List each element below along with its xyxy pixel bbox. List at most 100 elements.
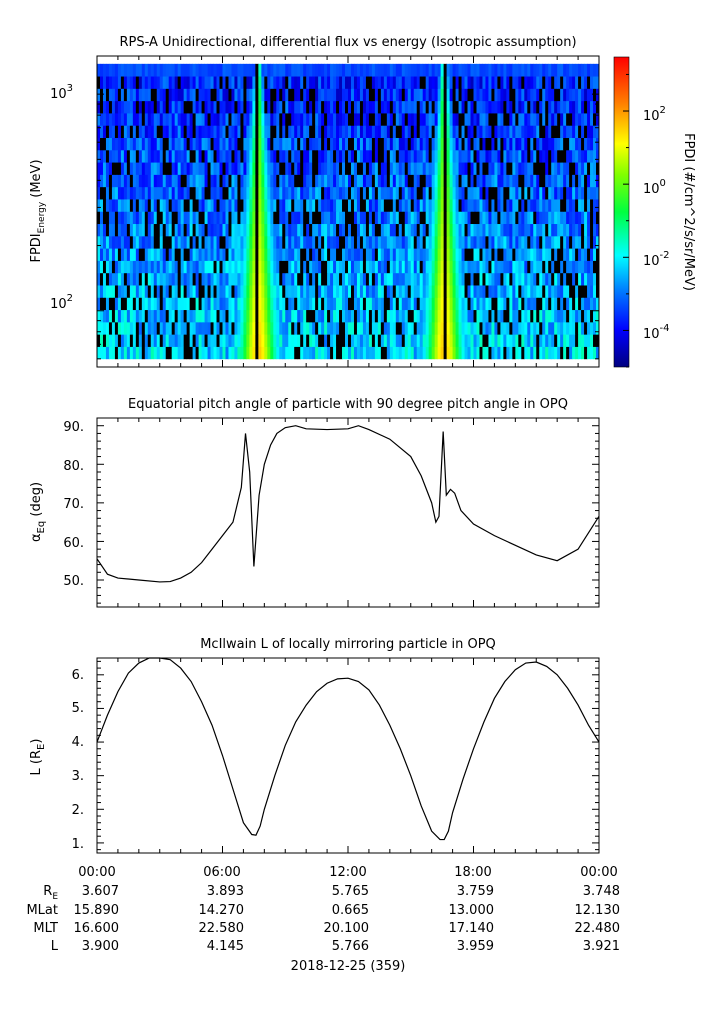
heatmap-cell [279, 186, 283, 200]
heatmap-cell [470, 309, 474, 323]
heatmap-cell [159, 334, 164, 347]
heatmap-cell [165, 137, 170, 151]
heatmap-cell [102, 88, 107, 102]
heatmap-cell [572, 113, 576, 126]
heatmap-cell [219, 223, 223, 237]
heatmap-cell [596, 211, 600, 225]
heatmap-cell [267, 223, 271, 237]
heatmap-cell [180, 149, 185, 163]
heatmap-cell [449, 309, 453, 323]
heatmap-cell [485, 223, 489, 237]
heatmap-cell [359, 346, 364, 360]
heatmap-cell [312, 346, 316, 360]
heatmap-cell [353, 248, 358, 261]
heatmap-cell [395, 260, 400, 274]
heatmap-cell [545, 309, 549, 323]
heatmap-cell [407, 309, 412, 323]
heatmap-cell [356, 174, 361, 188]
heatmap-cell [410, 149, 415, 163]
heatmap-cell [183, 346, 188, 360]
heatmap-cell [395, 211, 400, 225]
heatmap-cell [198, 211, 202, 225]
heatmap-cell [455, 76, 459, 89]
heatmap-cell [401, 149, 406, 163]
ephem-re-1: 3.893 [207, 884, 244, 899]
heatmap-cell [476, 334, 480, 347]
heatmap-cell [123, 149, 128, 163]
heatmap-cell [578, 149, 582, 163]
heatmap-cell [539, 162, 543, 175]
heatmap-cell [425, 334, 430, 347]
heatmap-cell [162, 88, 167, 102]
heatmap-cell [392, 309, 397, 323]
heatmap-cell [186, 174, 191, 188]
heatmap-cell [374, 272, 379, 286]
heatmap-cell [431, 186, 436, 200]
heatmap-cell [368, 346, 373, 360]
heatmap-cell [342, 285, 346, 298]
heatmap-cell [398, 100, 403, 114]
heatmap-cell [353, 211, 358, 225]
heatmap-cell [416, 88, 421, 102]
heatmap-cell [470, 113, 474, 126]
heatmap-cell [530, 334, 534, 347]
heatmap-cell [386, 297, 391, 311]
heatmap-cell [342, 100, 346, 114]
heatmap-cell [234, 334, 238, 347]
heatmap-cell [159, 211, 164, 225]
heatmap-cell [156, 162, 161, 175]
heatmap-cell [309, 272, 313, 286]
heatmap-cell [488, 199, 492, 212]
heatmap-cell [132, 199, 137, 212]
heatmap-cell [267, 334, 271, 347]
heatmap-cell [392, 186, 397, 200]
heatmap-cell [303, 346, 307, 360]
heatmap-cell [216, 260, 220, 274]
heatmap-cell [476, 125, 480, 138]
heatmap-cell [581, 260, 585, 274]
heatmap-cell [183, 235, 188, 249]
heatmap-cell [237, 309, 241, 323]
heatmap-cell [506, 149, 510, 163]
panel2-ytick-70: 70. [63, 497, 84, 512]
heatmap-cell [231, 346, 235, 360]
heatmap-cell [246, 297, 250, 311]
heatmap-cell [461, 297, 465, 311]
heatmap-cell [506, 113, 510, 126]
heatmap-cell [509, 162, 513, 175]
heatmap-cell [383, 223, 388, 237]
heatmap-cell [261, 248, 265, 261]
heatmap-cell [395, 309, 400, 323]
heatmap-cell [114, 125, 119, 138]
heatmap-cell [150, 149, 155, 163]
heatmap-cell [356, 235, 361, 249]
heatmap-cell [216, 125, 220, 138]
heatmap-cell [216, 63, 220, 77]
heatmap-cell [479, 137, 483, 151]
heatmap-cell [345, 235, 349, 249]
heatmap-cell [362, 113, 367, 126]
heatmap-cell [324, 162, 328, 175]
heatmap-cell [500, 272, 504, 286]
heatmap-cell [467, 309, 471, 323]
heatmap-cell [404, 63, 409, 77]
heatmap-cell [482, 321, 486, 335]
heatmap-cell [473, 174, 477, 188]
heatmap-cell [129, 260, 134, 274]
heatmap-cell [345, 223, 349, 237]
heatmap-cell [99, 309, 104, 323]
heatmap-cell [201, 211, 205, 225]
heatmap-cell [252, 162, 256, 175]
heatmap-cell [449, 125, 453, 138]
heatmap-cell [234, 88, 238, 102]
heatmap-cell [455, 272, 459, 286]
heatmap-cell [276, 174, 280, 188]
heatmap-cell [482, 309, 486, 323]
heatmap-cell [503, 285, 507, 298]
heatmap-cell [368, 186, 373, 200]
heatmap-cell [458, 125, 462, 138]
heatmap-cell [114, 285, 119, 298]
heatmap-cell [371, 199, 376, 212]
heatmap-cell [356, 211, 361, 225]
heatmap-cell [566, 211, 570, 225]
